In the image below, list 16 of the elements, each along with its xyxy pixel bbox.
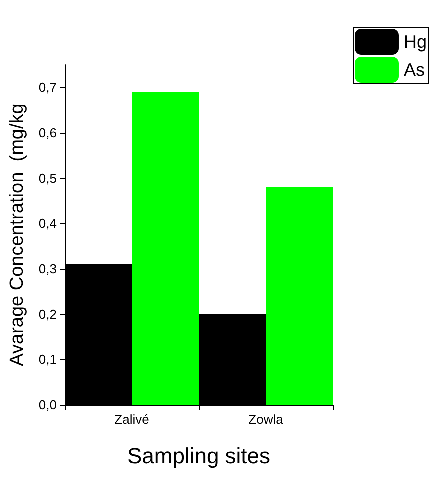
y-tick-label: 0,5 (38, 170, 57, 186)
x-axis-title: Sampling sites (127, 444, 271, 468)
bar (132, 92, 199, 405)
x-tick-label: Zowla (248, 412, 284, 427)
x-tick-label: Zalivé (114, 412, 150, 427)
y-tick-label: 0,4 (38, 216, 57, 232)
legend-label: Hg (404, 32, 428, 52)
y-axis-title: Avarage Concentration (mg/kg (7, 104, 28, 366)
y-tick-label: 0,1 (38, 352, 57, 368)
y-tick-label: 0,2 (38, 306, 57, 322)
y-tick-label: 0,6 (38, 126, 57, 140)
y-tick-label: 0,3 (38, 262, 57, 276)
legend-label: As (404, 60, 426, 80)
y-tick-label: 0,0 (38, 398, 57, 412)
y-tick-label: 0,7 (38, 80, 57, 96)
bar (266, 187, 333, 405)
